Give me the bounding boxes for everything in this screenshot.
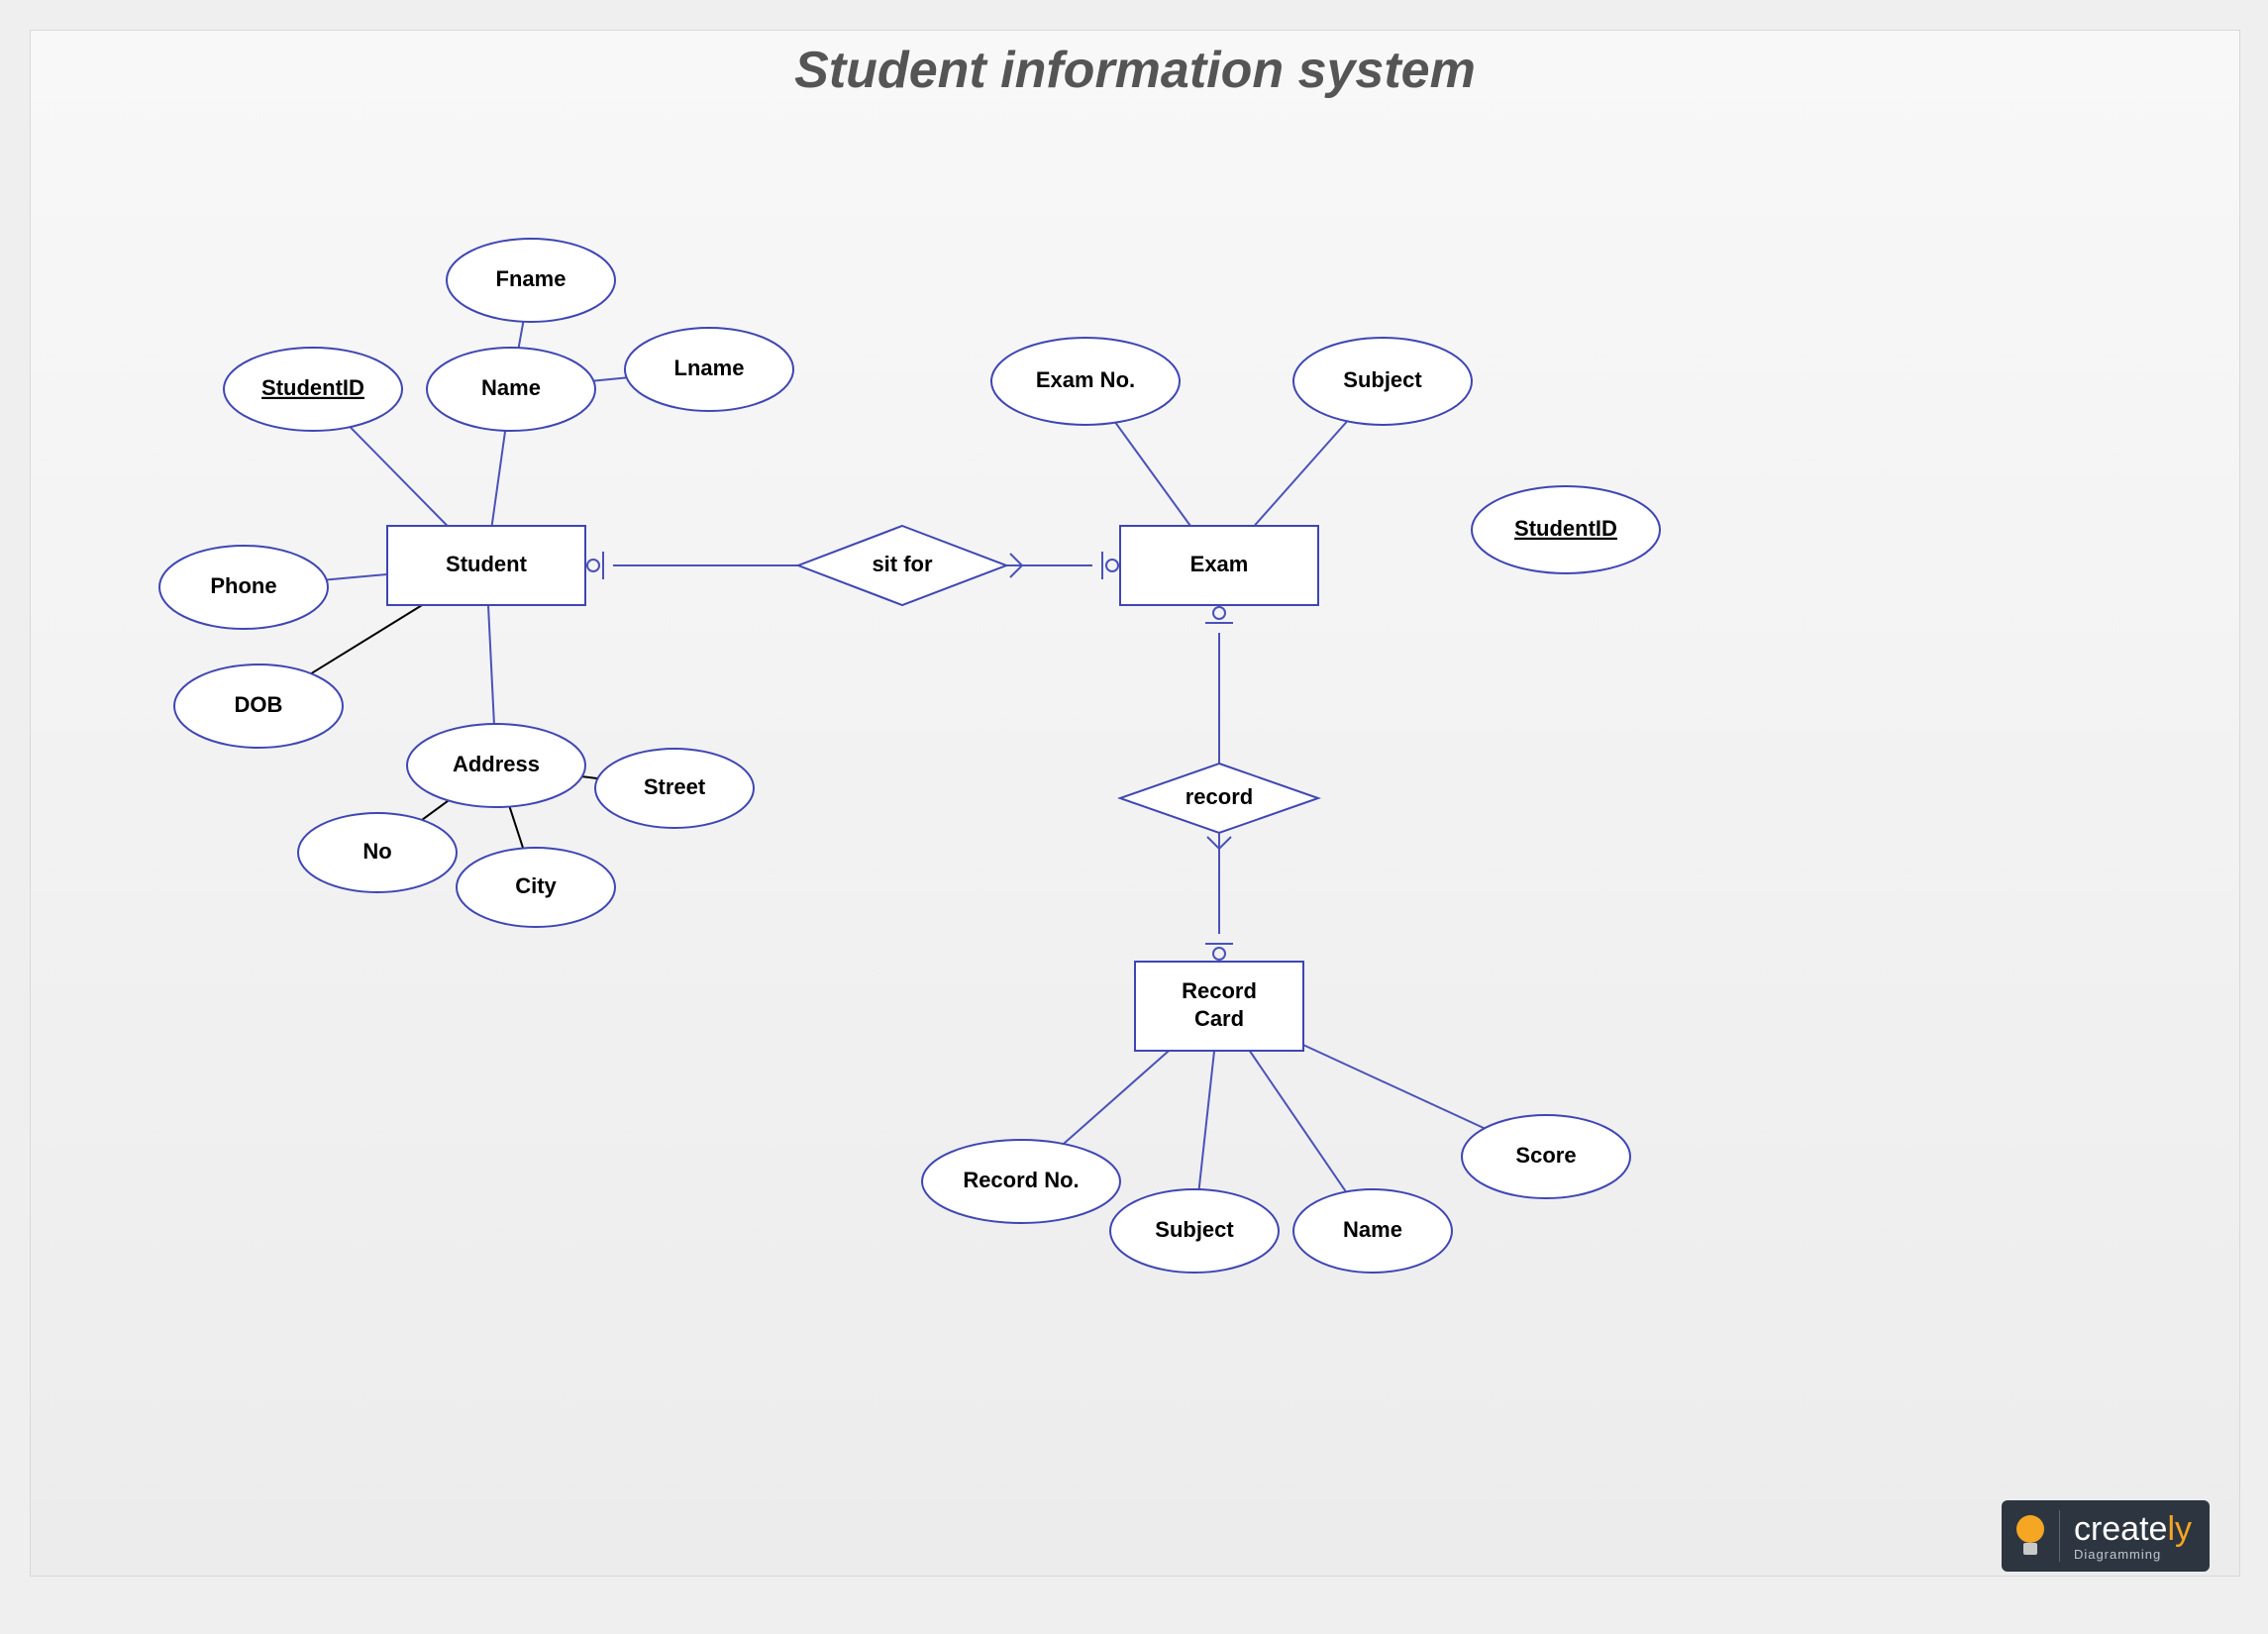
- brand-main: create: [2074, 1510, 2168, 1548]
- svg-text:Lname: Lname: [674, 356, 745, 380]
- svg-text:Score: Score: [1515, 1143, 1576, 1168]
- svg-text:Card: Card: [1194, 1006, 1244, 1031]
- svg-text:StudentID: StudentID: [1514, 516, 1617, 541]
- svg-text:Exam: Exam: [1190, 552, 1249, 576]
- svg-text:Phone: Phone: [210, 573, 276, 598]
- svg-text:Subject: Subject: [1155, 1217, 1234, 1242]
- watermark-brand: creately Diagramming: [2074, 1512, 2192, 1561]
- lightbulb-icon: [2015, 1515, 2045, 1557]
- svg-text:Record No.: Record No.: [963, 1168, 1079, 1192]
- svg-text:DOB: DOB: [235, 692, 283, 717]
- brand-name: creately: [2074, 1512, 2192, 1546]
- creately-watermark: creately Diagramming: [2002, 1500, 2210, 1572]
- svg-text:Student: Student: [446, 552, 528, 576]
- svg-text:Street: Street: [644, 774, 706, 799]
- svg-text:Exam No.: Exam No.: [1036, 367, 1135, 392]
- diagram-canvas: Student information system StudentExamRe…: [30, 30, 2240, 1577]
- svg-text:StudentID: StudentID: [261, 375, 364, 400]
- svg-text:Name: Name: [1343, 1217, 1402, 1242]
- svg-text:record: record: [1186, 784, 1253, 809]
- svg-text:Subject: Subject: [1343, 367, 1422, 392]
- svg-text:Address: Address: [453, 752, 540, 776]
- brand-suffix: ly: [2167, 1510, 2192, 1548]
- svg-text:sit for: sit for: [872, 552, 933, 576]
- brand-tagline: Diagramming: [2074, 1548, 2192, 1561]
- svg-text:City: City: [515, 873, 557, 898]
- svg-text:Record: Record: [1182, 978, 1257, 1003]
- er-diagram-svg: Student Exam Record Card sit for record Fname L…: [31, 31, 2239, 1576]
- svg-text:Name: Name: [481, 375, 541, 400]
- svg-text:Fname: Fname: [496, 266, 567, 291]
- watermark-divider: [2059, 1510, 2060, 1562]
- svg-text:No: No: [362, 839, 391, 864]
